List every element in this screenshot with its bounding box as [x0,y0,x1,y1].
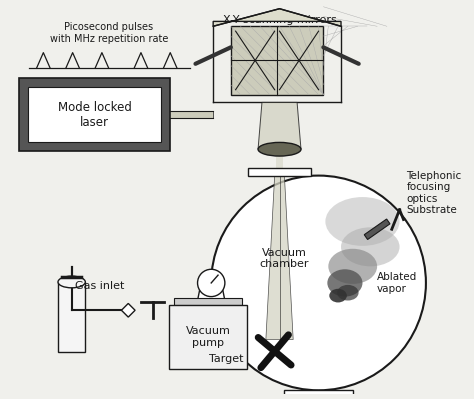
Ellipse shape [341,227,400,267]
Bar [248,168,311,176]
Polygon shape [275,156,283,168]
Polygon shape [121,303,135,317]
Bar [28,87,162,142]
Ellipse shape [329,289,347,302]
Text: Vacuum
chamber: Vacuum chamber [260,248,309,269]
Text: Gas inlet: Gas inlet [74,281,124,291]
Text: Mode locked
laser: Mode locked laser [58,101,131,128]
Circle shape [198,269,225,296]
Text: Picosecond pulses
with MHz repetition rate: Picosecond pulses with MHz repetition ra… [50,22,168,44]
Polygon shape [191,291,231,330]
Ellipse shape [328,269,363,296]
Polygon shape [213,9,341,26]
Polygon shape [258,103,301,149]
Text: Target: Target [209,354,243,364]
Bar [169,305,247,369]
Ellipse shape [58,276,85,288]
Text: Substrate: Substrate [406,205,457,215]
Bar [19,78,170,151]
Ellipse shape [328,249,377,284]
Bar [231,26,323,95]
Text: Ablated
vapor: Ablated vapor [377,272,418,294]
Polygon shape [170,111,213,119]
Text: X-Y scanning mirrors: X-Y scanning mirrors [223,14,337,25]
Ellipse shape [258,142,301,156]
Text: Telephonic
focusing
optics: Telephonic focusing optics [406,171,462,204]
Bar [174,298,242,305]
Circle shape [211,176,426,390]
Ellipse shape [325,197,400,246]
Polygon shape [266,176,293,340]
Bar [58,282,85,352]
Ellipse shape [337,285,358,300]
Text: Vacuum
pump: Vacuum pump [186,326,231,348]
Polygon shape [284,390,353,399]
Polygon shape [364,219,390,239]
